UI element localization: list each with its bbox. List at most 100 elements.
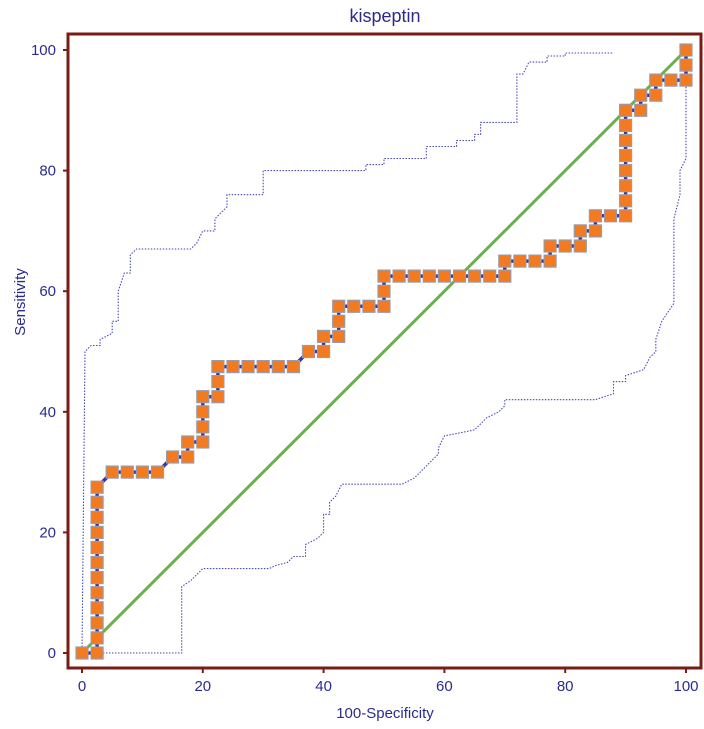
roc-point-marker: [407, 269, 421, 283]
x-tick-label: 0: [78, 678, 86, 695]
roc-point-marker: [528, 254, 542, 268]
y-tick-label: 60: [39, 283, 56, 300]
roc-point-marker: [483, 269, 497, 283]
roc-markers: [75, 43, 693, 660]
roc-point-marker: [377, 269, 391, 283]
roc-point-marker: [664, 73, 678, 87]
roc-point-marker: [377, 284, 391, 298]
roc-point-marker: [90, 525, 104, 540]
roc-point-marker: [362, 299, 376, 313]
roc-point-marker: [90, 601, 104, 615]
roc-point-marker: [90, 646, 104, 660]
upper-bound-line: [81, 52, 614, 654]
roc-point-marker: [618, 148, 633, 163]
roc-point-marker: [618, 118, 633, 133]
roc-point-marker: [618, 164, 633, 178]
reference-diagonal: [80, 48, 688, 655]
roc-point-marker: [392, 269, 406, 283]
upper-confidence-bound: [81, 52, 614, 654]
roc-point-marker: [105, 465, 119, 479]
roc-point-marker: [211, 360, 225, 374]
axis-ticks: 0 20 40 60 80 100 0 20 40 60 80 100: [31, 42, 699, 695]
roc-point-marker: [332, 299, 346, 313]
x-tick-label: 40: [315, 678, 332, 695]
roc-point-marker: [618, 103, 633, 117]
roc-point-marker: [618, 209, 633, 223]
roc-point-marker: [90, 570, 104, 585]
roc-point-marker: [543, 239, 557, 253]
lower-bound-line: [82, 86, 687, 654]
roc-point-marker: [377, 299, 391, 313]
roc-point-marker: [588, 209, 603, 223]
chart-title: kispeptin: [349, 6, 420, 26]
roc-point-marker: [618, 194, 633, 208]
roc-point-marker: [543, 254, 557, 268]
plot-area: [75, 43, 693, 660]
roc-point-marker: [498, 254, 512, 268]
y-tick-label: 100: [31, 42, 56, 59]
roc-point-marker: [558, 239, 572, 253]
roc-point-marker: [75, 646, 89, 660]
roc-point-marker: [332, 329, 346, 343]
roc-point-marker: [634, 103, 648, 117]
roc-point-marker: [603, 209, 618, 223]
roc-point-marker: [679, 58, 693, 72]
roc-point-marker: [166, 450, 180, 464]
roc-point-marker: [513, 254, 527, 268]
x-tick-label: 60: [436, 678, 453, 695]
roc-point-marker: [679, 73, 693, 87]
y-tick-label: 80: [39, 163, 56, 180]
roc-point-marker: [211, 375, 225, 389]
roc-point-marker: [588, 224, 603, 238]
y-tick-label: 20: [39, 524, 56, 541]
roc-point-marker: [90, 540, 104, 555]
roc-point-marker: [317, 344, 331, 359]
roc-point-marker: [618, 179, 633, 193]
roc-point-marker: [90, 480, 104, 494]
roc-point-marker: [181, 435, 195, 449]
plot-frame: [66, 32, 703, 670]
roc-point-marker: [90, 555, 104, 570]
roc-point-marker: [271, 360, 285, 374]
roc-point-marker: [347, 299, 361, 313]
roc-point-marker: [422, 269, 436, 283]
roc-point-marker: [332, 314, 346, 328]
roc-point-marker: [573, 239, 587, 253]
reference-line: [80, 48, 688, 655]
x-tick-label: 80: [557, 678, 574, 695]
roc-point-marker: [90, 586, 104, 600]
roc-point-marker: [90, 631, 104, 645]
roc-point-marker: [468, 269, 482, 283]
roc-point-marker: [90, 510, 104, 524]
roc-point-marker: [452, 269, 467, 283]
roc-point-marker: [196, 390, 210, 404]
roc-point-marker: [679, 43, 693, 57]
roc-point-marker: [90, 495, 104, 509]
x-tick-label: 20: [194, 678, 211, 695]
y-tick-label: 40: [39, 404, 56, 421]
roc-point-marker: [150, 465, 165, 479]
roc-point-marker: [618, 133, 633, 148]
roc-point-marker: [196, 405, 210, 419]
roc-point-marker: [437, 269, 451, 283]
roc-point-marker: [241, 360, 255, 374]
roc-point-marker: [196, 420, 210, 434]
roc-point-marker: [634, 88, 648, 102]
y-tick-label: 0: [48, 645, 56, 662]
roc-point-marker: [498, 269, 512, 283]
roc-point-marker: [120, 465, 134, 479]
roc-point-marker: [573, 224, 587, 238]
roc-point-marker: [649, 88, 663, 102]
roc-point-marker: [256, 360, 270, 374]
y-axis-title: Sensitivity: [12, 268, 29, 336]
roc-point-marker: [90, 616, 104, 630]
roc-point-marker: [196, 435, 210, 449]
x-axis-title: 100-Specificity: [336, 705, 434, 722]
roc-point-marker: [301, 344, 316, 359]
roc-point-marker: [211, 390, 225, 404]
lower-confidence-bound: [82, 86, 687, 654]
roc-point-marker: [286, 360, 300, 374]
x-tick-label: 100: [673, 678, 698, 695]
roc-point-marker: [135, 465, 149, 479]
